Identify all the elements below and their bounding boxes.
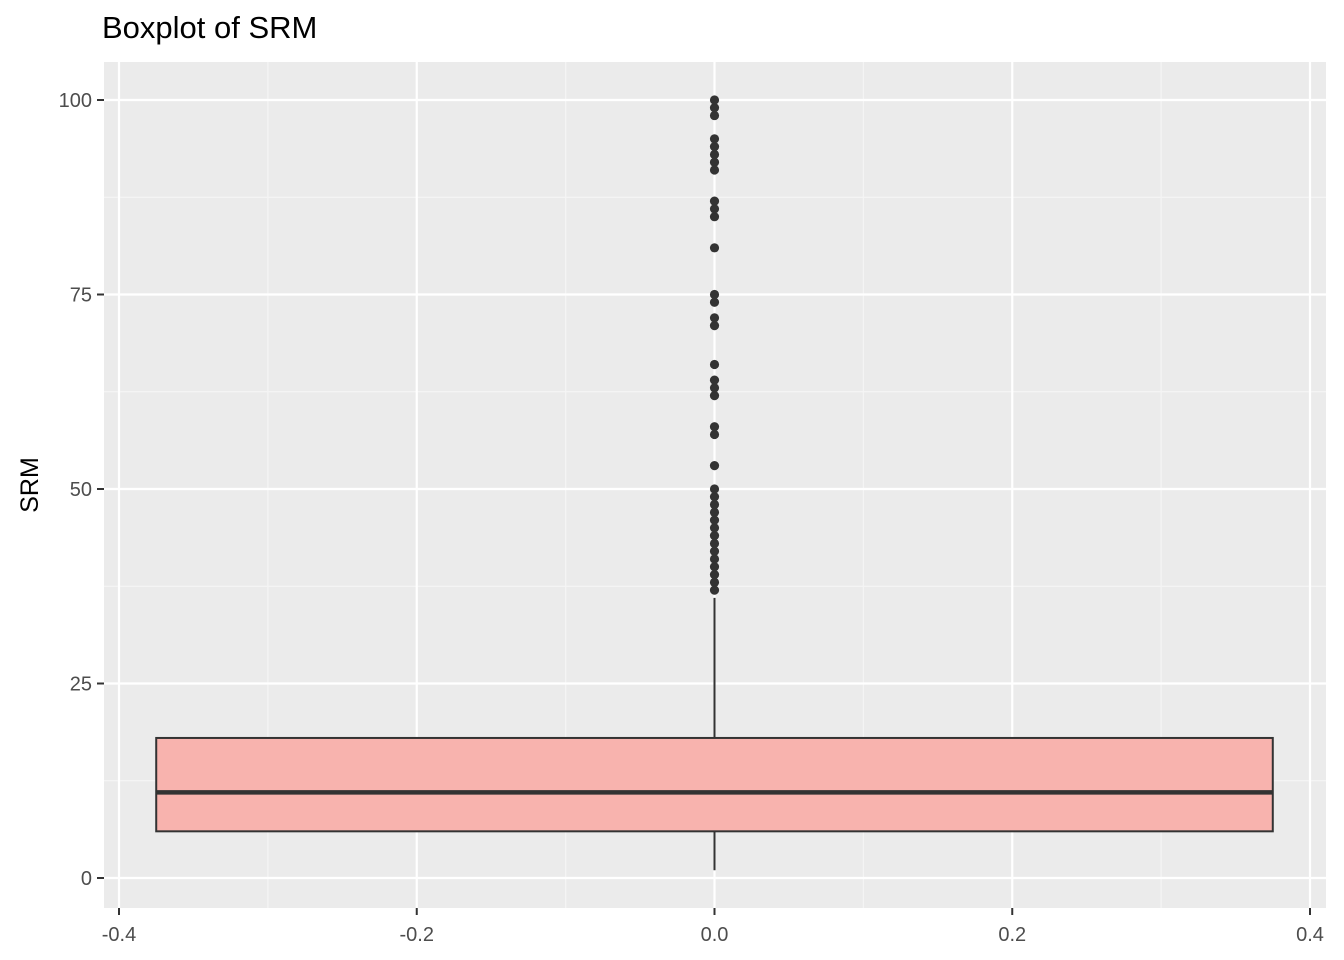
outlier-point <box>709 383 720 393</box>
outlier-point <box>709 546 720 556</box>
outlier-point <box>709 359 720 370</box>
x-tick-label: -0.4 <box>102 924 136 946</box>
outlier-point <box>709 149 720 160</box>
outlier-point <box>709 103 720 113</box>
outlier-point <box>709 523 720 533</box>
outlier-point <box>709 289 720 300</box>
outlier-points <box>709 95 720 595</box>
outlier-point <box>709 95 720 105</box>
interquartile-box <box>155 736 1274 833</box>
outlier-point <box>709 429 720 440</box>
outlier-point <box>709 499 720 510</box>
x-tick-label: 0.4 <box>1296 924 1324 946</box>
outlier-point <box>709 157 720 167</box>
outlier-point <box>709 538 720 549</box>
outlier-point <box>709 243 720 253</box>
y-tick-label: 50 <box>70 479 92 501</box>
outlier-point <box>709 110 720 121</box>
outlier-point <box>709 196 720 206</box>
outlier-point <box>709 134 720 144</box>
y-tick-label: 25 <box>70 674 92 696</box>
outlier-point <box>709 577 720 587</box>
outlier-point <box>709 313 720 323</box>
outlier-point <box>709 142 720 152</box>
y-tick-label: 100 <box>59 90 92 112</box>
outlier-point <box>709 321 720 331</box>
x-tick-label: -0.2 <box>400 924 434 946</box>
axes: -0.4 -0.2 0.0 0.2 0.4 0 25 50 75 100 <box>59 90 1324 946</box>
outlier-point <box>709 422 720 432</box>
y-tick-label: 0 <box>81 868 92 890</box>
outlier-point <box>709 375 720 385</box>
outlier-point <box>709 204 720 214</box>
outlier-point <box>709 554 720 564</box>
y-axis-title: SRM <box>16 457 44 513</box>
boxplot-layer <box>155 597 1274 871</box>
outlier-point <box>709 585 720 595</box>
outlier-point <box>709 515 720 525</box>
x-tick-label: 0.2 <box>998 924 1026 946</box>
chart-title: Boxplot of SRM <box>102 10 318 45</box>
outlier-point <box>709 507 720 517</box>
outlier-point <box>709 569 720 580</box>
outlier-point <box>709 297 720 307</box>
outlier-point <box>709 531 720 541</box>
outlier-point <box>709 562 720 572</box>
y-tick-label: 75 <box>70 285 92 307</box>
outlier-point <box>709 391 720 401</box>
outlier-point <box>709 461 720 471</box>
x-tick-label: 0.0 <box>701 924 729 946</box>
outlier-point <box>709 165 720 175</box>
outlier-point <box>709 212 720 222</box>
outlier-point <box>709 492 720 502</box>
outlier-point <box>709 484 720 494</box>
